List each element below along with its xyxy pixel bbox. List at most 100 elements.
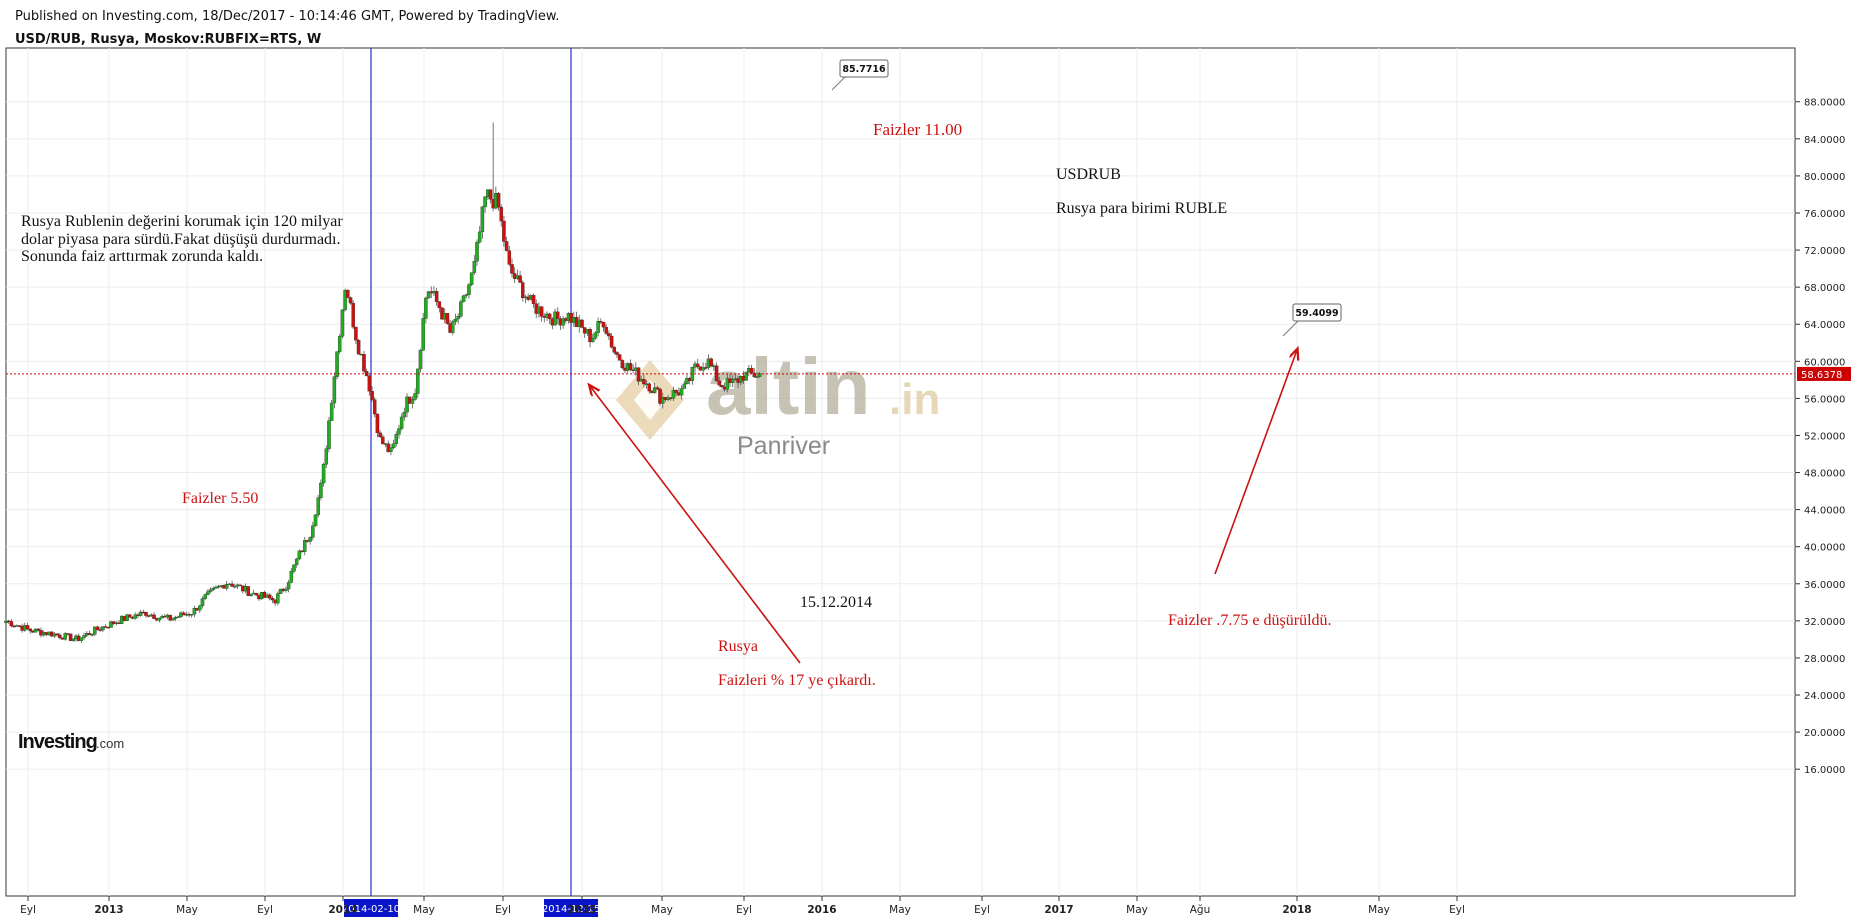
candle-body-down bbox=[507, 250, 512, 265]
last-price-label: 58.6378 bbox=[1801, 370, 1842, 381]
candle-body-up bbox=[329, 402, 334, 421]
candle bbox=[55, 633, 59, 637]
candle-body-up bbox=[426, 291, 431, 299]
candle-body-down bbox=[695, 363, 700, 367]
x-tick-label: 2016 bbox=[807, 904, 836, 916]
candle-body-up bbox=[464, 294, 468, 296]
candle bbox=[176, 615, 181, 618]
candle bbox=[615, 350, 619, 359]
candle-body-up bbox=[335, 351, 339, 377]
candle-body-down bbox=[354, 326, 358, 341]
candle bbox=[469, 272, 474, 287]
candle-body-up bbox=[82, 635, 86, 638]
candle-body-up bbox=[679, 388, 684, 396]
candle-body-up bbox=[176, 616, 181, 618]
y-tick-label: 88.0000 bbox=[1804, 98, 1845, 109]
arrow-rate-hike bbox=[590, 386, 801, 664]
y-tick-label: 28.0000 bbox=[1804, 654, 1845, 665]
candle-body-up bbox=[224, 584, 229, 589]
candle-body-up bbox=[311, 525, 315, 538]
candle bbox=[426, 290, 431, 299]
x-tick-label: Eyl bbox=[257, 904, 273, 916]
candle-body-up bbox=[93, 626, 97, 635]
candle-body-up bbox=[33, 628, 38, 633]
candle-body-up bbox=[157, 617, 162, 621]
candle bbox=[547, 312, 552, 324]
candle-body-up bbox=[480, 206, 485, 233]
candle bbox=[68, 633, 73, 642]
candle bbox=[475, 239, 479, 266]
candle-body-up bbox=[337, 336, 342, 352]
candle bbox=[198, 604, 202, 613]
annotation-text: Faizler 11.00 bbox=[873, 120, 962, 139]
candle-body-up bbox=[421, 318, 425, 351]
candle bbox=[109, 620, 113, 628]
candle-body-down bbox=[717, 380, 721, 386]
candle bbox=[346, 289, 350, 299]
candle-body-up bbox=[233, 585, 237, 588]
candle bbox=[316, 494, 320, 518]
recent-callout-pointer bbox=[1282, 319, 1300, 337]
candle bbox=[607, 330, 611, 340]
candle-body-down bbox=[510, 264, 514, 274]
y-tick-label: 48.0000 bbox=[1804, 469, 1845, 480]
candle-body-up bbox=[424, 297, 428, 319]
candle bbox=[604, 324, 608, 335]
candle-body-up bbox=[294, 558, 299, 566]
candle-body-down bbox=[246, 586, 250, 596]
candle-body-down bbox=[617, 354, 622, 361]
candle-body-down bbox=[749, 368, 754, 374]
candle-body-up bbox=[313, 514, 318, 526]
candle-body-down bbox=[87, 633, 92, 635]
candle bbox=[461, 294, 466, 303]
x-tick-label: Eyl bbox=[974, 904, 990, 916]
candle-body-down bbox=[346, 289, 350, 298]
candle-body-up bbox=[79, 637, 84, 641]
candle bbox=[617, 353, 622, 361]
candle bbox=[671, 386, 676, 402]
candle-body-down bbox=[268, 594, 272, 599]
candle-body-up bbox=[343, 289, 347, 311]
candle-body-up bbox=[660, 397, 665, 404]
candle-body-up bbox=[321, 463, 326, 484]
high-callout-label: 85.7716 bbox=[842, 64, 886, 75]
candle bbox=[354, 326, 358, 345]
candle bbox=[421, 312, 425, 351]
candle bbox=[620, 359, 625, 370]
candle bbox=[720, 384, 724, 389]
annotations: Faizler 11.00 USDRUB Rusya para birimi RUB… bbox=[21, 120, 1332, 689]
watermark-diamond-inner bbox=[634, 380, 666, 420]
candle-body-down bbox=[58, 634, 62, 639]
candle-body-up bbox=[214, 587, 218, 589]
candle-body-up bbox=[469, 272, 474, 285]
candle bbox=[596, 317, 600, 337]
candle-body-up bbox=[475, 241, 479, 262]
candle-body-up bbox=[405, 396, 409, 413]
candle-body-down bbox=[615, 352, 619, 355]
candle-body-up bbox=[63, 633, 67, 640]
y-tick-label: 20.0000 bbox=[1804, 728, 1845, 739]
candle-body-up bbox=[340, 309, 345, 337]
candle bbox=[521, 280, 525, 302]
annotation-text: Rusya Rublenin değerini korumak için 120… bbox=[21, 213, 343, 230]
candle bbox=[642, 374, 646, 388]
candle-body-up bbox=[138, 611, 143, 616]
candle bbox=[405, 393, 409, 418]
last-price-line: 58.6378 bbox=[6, 366, 1851, 381]
candle-body-up bbox=[125, 614, 129, 621]
candle bbox=[25, 622, 30, 630]
candle bbox=[590, 333, 595, 343]
candle-body-down bbox=[445, 313, 450, 324]
candle-body-down bbox=[531, 295, 536, 304]
candle bbox=[211, 586, 215, 591]
candle-body-down bbox=[655, 387, 660, 390]
candle bbox=[125, 613, 129, 621]
candle bbox=[71, 638, 76, 642]
candle bbox=[496, 191, 501, 211]
candle bbox=[507, 246, 512, 267]
candle bbox=[752, 367, 756, 378]
candle bbox=[472, 255, 477, 275]
x-tick-label: 2018 bbox=[1282, 904, 1311, 916]
y-tick-label: 16.0000 bbox=[1804, 765, 1845, 776]
